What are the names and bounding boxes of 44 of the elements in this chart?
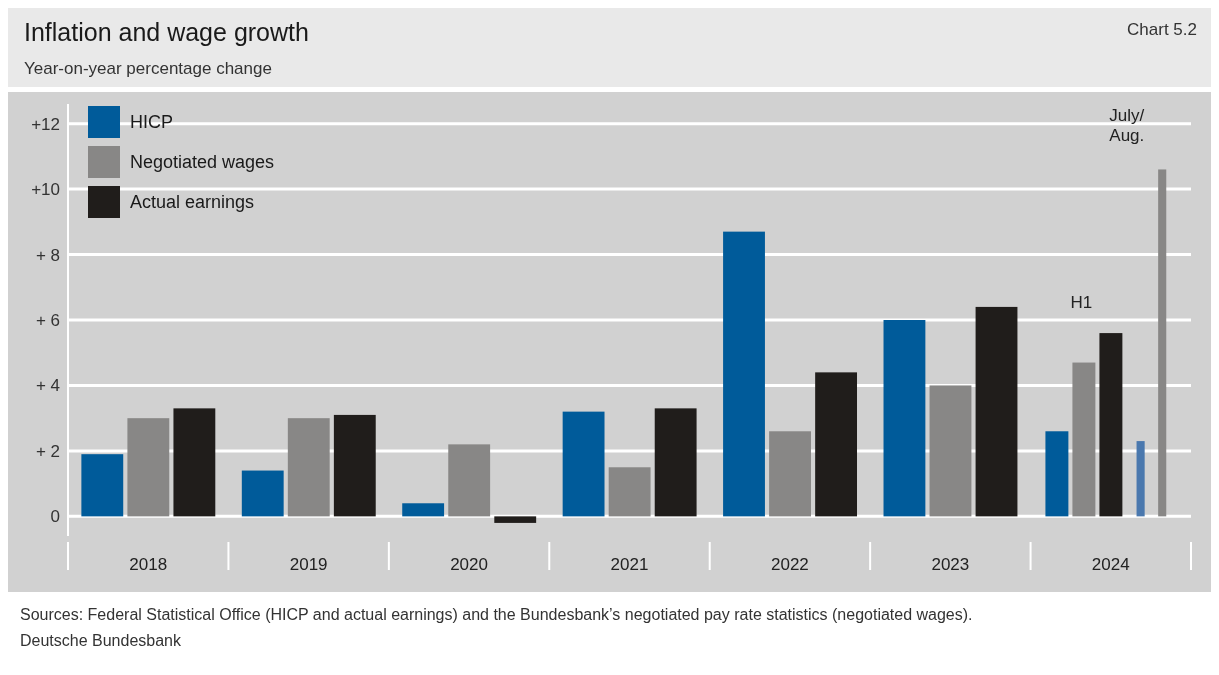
- bar: [883, 320, 926, 517]
- bar: [815, 372, 858, 517]
- bar: [1158, 169, 1167, 517]
- x-tick-label: 2020: [450, 555, 488, 574]
- legend-label: Actual earnings: [130, 191, 255, 213]
- bar: [81, 454, 124, 517]
- x-tick-label: 2019: [289, 555, 328, 574]
- legend-label: Negotiated wages: [130, 151, 275, 173]
- y-tick-label: + 4: [35, 376, 60, 396]
- y-tick-label: 0: [50, 507, 60, 527]
- y-tick-label: + 6: [35, 311, 60, 331]
- caption: Chart 5.2: [1127, 20, 1197, 40]
- bar: [448, 444, 491, 517]
- bar: [975, 306, 1018, 517]
- bar: [562, 411, 605, 517]
- legend-label: HICP: [130, 111, 174, 133]
- bar: [333, 414, 376, 517]
- bar: [402, 503, 445, 517]
- bar: [654, 408, 697, 517]
- bar: [723, 231, 765, 517]
- bar: [608, 467, 651, 517]
- chart-title: Inflation and wage growth: [24, 18, 309, 46]
- bar: [287, 418, 330, 517]
- y-tick-label: + 8: [35, 245, 60, 265]
- x-tick-label: 2024: [1091, 555, 1130, 574]
- x-tick-label: 2023: [931, 555, 970, 574]
- source-note: Sources: Federal Statistical Office (HICP and actual earnings) and the Bundesbank’s negotiated pay rate statistics (negotiated wages).: [20, 605, 974, 625]
- bar: [127, 418, 170, 517]
- y-tick-label: +12: [31, 114, 60, 134]
- bar: [769, 431, 811, 517]
- y-tick-label: +10: [31, 180, 60, 200]
- bar: [241, 470, 284, 517]
- text: Deutsche Bundesbank: [20, 631, 182, 651]
- chart-subtitle: Year-on-year percentage change: [24, 59, 273, 79]
- x-tick-label: 2022: [771, 555, 809, 574]
- x-tick-label: 2018: [129, 555, 168, 574]
- bar: [494, 516, 537, 523]
- bar: [1136, 441, 1145, 517]
- x-tick-label: 2021: [610, 555, 649, 574]
- bar: [929, 385, 972, 517]
- annotation: H1: [1069, 293, 1094, 314]
- y-tick-label: + 2: [35, 441, 60, 461]
- bar: [173, 408, 216, 517]
- annotation: July/ Aug.: [1108, 106, 1146, 146]
